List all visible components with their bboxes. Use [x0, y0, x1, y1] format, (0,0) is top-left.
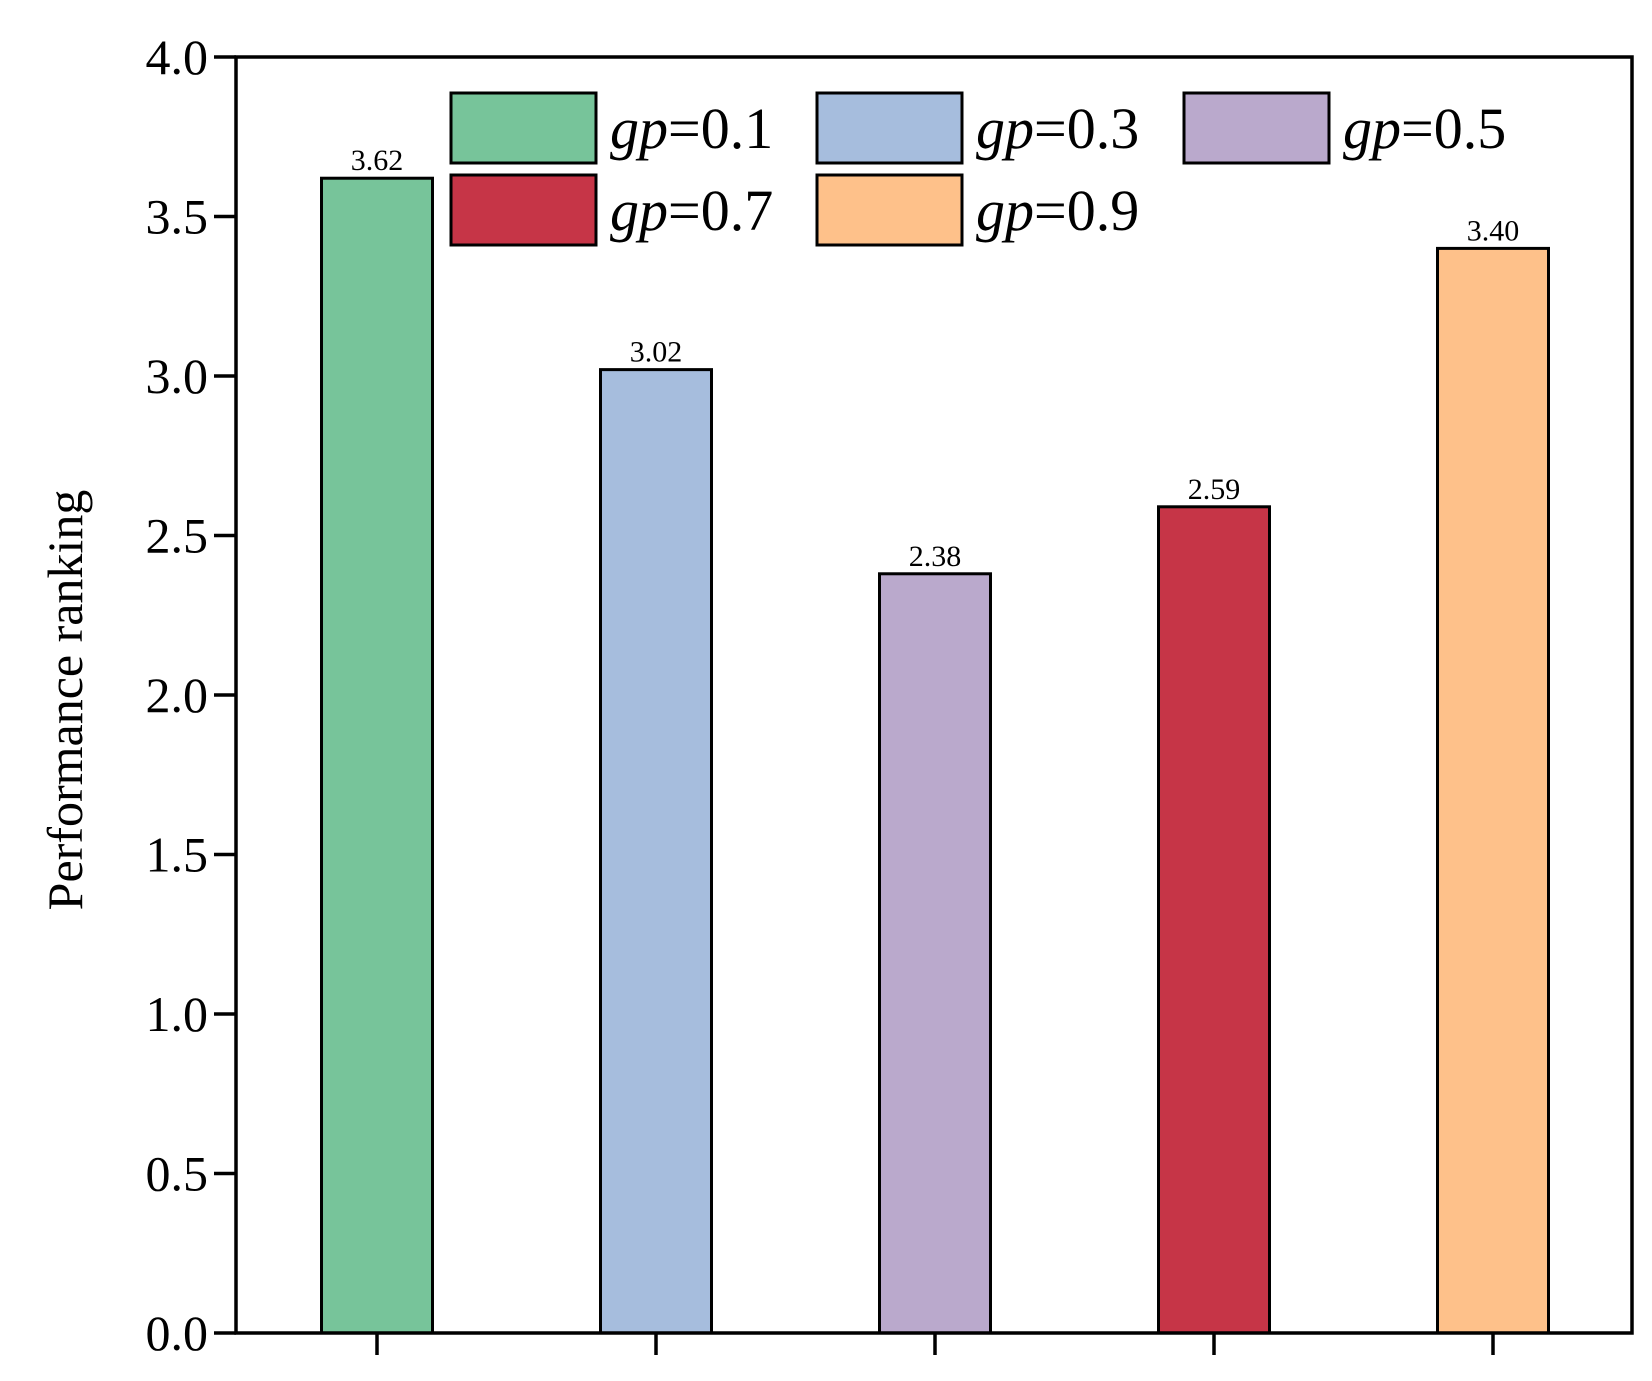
y-tick-label: 3.5	[146, 189, 209, 245]
y-tick-label: 4.0	[146, 29, 209, 85]
bar-3	[878, 572, 992, 1335]
legend-swatch-5	[815, 173, 964, 247]
y-tick-label: 2.0	[146, 667, 209, 723]
bar-value-label-4: 2.59	[1188, 473, 1241, 506]
legend-label-5: gp=0.9	[976, 178, 1139, 243]
legend-label-4: gp=0.7	[610, 178, 773, 243]
y-axis-title: Performance ranking	[37, 490, 93, 911]
y-tick-label: 0.5	[146, 1146, 209, 1202]
y-tick-label: 2.5	[146, 508, 209, 564]
legend-swatch-3	[1182, 91, 1331, 165]
y-tick-label: 0.0	[146, 1305, 209, 1361]
y-tick-label: 1.5	[146, 827, 209, 883]
legend-swatch-4	[449, 173, 598, 247]
legend-swatch-1	[449, 91, 598, 165]
bar-value-label-5: 3.40	[1467, 214, 1520, 247]
legend-swatch-2	[815, 91, 964, 165]
bar-value-label-2: 3.02	[630, 336, 683, 369]
legend-label-1: gp=0.1	[610, 96, 773, 161]
y-tick-label: 3.0	[146, 348, 209, 404]
y-tick-label: 1.0	[146, 986, 209, 1042]
bars-layer	[320, 176, 1550, 1335]
bar-1	[320, 176, 434, 1335]
bar-value-label-1: 3.62	[351, 144, 404, 177]
axes-layer: 0.0 0.5 1.0 1.5 2.0 2.5 3.0 3.5 4.0	[146, 29, 1634, 1361]
legend-label-3: gp=0.5	[1343, 96, 1506, 161]
data-labels-layer: 3.62 3.02 2.38 2.59 3.40	[351, 144, 1520, 573]
bar-4	[1157, 505, 1271, 1335]
bar-5	[1436, 246, 1550, 1335]
legend-label-2: gp=0.3	[976, 96, 1139, 161]
bar-2	[599, 368, 713, 1335]
legend: gp=0.1 gp=0.3 gp=0.5 gp=0.7 gp=0.9	[449, 91, 1506, 247]
bar-value-label-3: 2.38	[909, 540, 962, 573]
